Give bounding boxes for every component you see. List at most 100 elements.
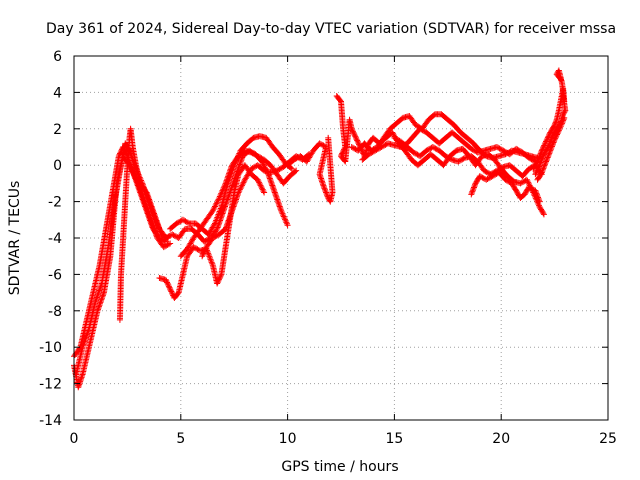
- data-point: [213, 227, 220, 234]
- series-track-13: [359, 125, 539, 165]
- data-point: [352, 133, 359, 140]
- data-point: [552, 134, 559, 141]
- data-point: [527, 184, 534, 191]
- data-point: [293, 155, 300, 162]
- data-point: [365, 151, 372, 158]
- data-point: [557, 124, 564, 131]
- data-point: [541, 162, 548, 169]
- data-point: [219, 187, 226, 194]
- data-point: [493, 144, 500, 150]
- data-point: [525, 184, 532, 191]
- data-point: [191, 244, 198, 251]
- data-point: [492, 171, 499, 178]
- data-point: [217, 272, 224, 279]
- data-point: [543, 157, 550, 164]
- data-point: [206, 254, 213, 261]
- data-point: [218, 189, 225, 196]
- data-point: [554, 130, 561, 137]
- data-point: [260, 188, 267, 195]
- data-point: [558, 121, 565, 128]
- data-point: [258, 185, 265, 192]
- data-point: [479, 174, 486, 181]
- data-point: [212, 233, 219, 240]
- data-point: [502, 176, 509, 183]
- data-point: [131, 173, 138, 180]
- data-point: [533, 168, 540, 175]
- data-point: [352, 134, 359, 141]
- data-point: [559, 118, 566, 125]
- data-point: [177, 218, 184, 225]
- data-point: [533, 190, 540, 197]
- data-point: [194, 246, 201, 253]
- data-point: [472, 148, 479, 155]
- data-point: [176, 218, 183, 225]
- data-point: [541, 161, 548, 168]
- data-point: [456, 157, 463, 164]
- data-point: [252, 151, 259, 158]
- data-point: [545, 151, 552, 158]
- data-point: [483, 169, 490, 176]
- data-point: [193, 245, 200, 252]
- data-point: [201, 248, 208, 254]
- data-point: [130, 170, 137, 177]
- data-point: [555, 127, 562, 134]
- data-point: [236, 188, 243, 195]
- data-point: [429, 144, 436, 150]
- data-point: [523, 176, 530, 183]
- data-point: [546, 150, 553, 157]
- data-point: [211, 203, 218, 210]
- data-point: [418, 126, 425, 133]
- data-point: [476, 173, 483, 180]
- data-point: [214, 214, 221, 221]
- data-point: [169, 291, 176, 298]
- data-point: [168, 289, 175, 296]
- data-point: [513, 145, 520, 152]
- data-point: [517, 180, 524, 187]
- data-point: [490, 172, 497, 179]
- series-track-16: [468, 169, 543, 205]
- axis-ticks: 0 5 10 15 20 25 -14 -12 -10 -8 -6 -4 -2 0 2 4 6: [39, 49, 617, 447]
- data-point: [210, 206, 217, 213]
- data-point: [420, 127, 427, 134]
- data-point: [499, 146, 506, 153]
- data-point: [259, 186, 266, 193]
- data-point: [215, 277, 222, 284]
- data-point: [518, 179, 525, 186]
- data-point: [496, 145, 503, 152]
- data-point: [323, 190, 330, 197]
- data-point: [351, 131, 358, 137]
- data-point: [214, 279, 221, 286]
- data-point: [431, 144, 438, 151]
- data-point: [179, 216, 186, 223]
- data-point: [502, 149, 509, 156]
- data-point: [164, 234, 171, 241]
- data-point: [478, 173, 485, 180]
- data-point: [548, 144, 555, 151]
- data-point: [367, 150, 374, 157]
- data-point: [381, 142, 388, 149]
- data-point: [167, 285, 174, 292]
- data-point: [423, 147, 430, 154]
- data-point: [181, 217, 188, 224]
- data-point: [540, 165, 547, 172]
- data-point: [459, 156, 466, 163]
- data-point: [487, 174, 494, 181]
- data-point: [217, 274, 224, 280]
- data-point: [458, 157, 465, 164]
- data-point: [128, 166, 135, 173]
- data-point: [167, 287, 174, 294]
- data-point: [208, 259, 215, 266]
- data-point: [534, 193, 541, 200]
- data-point: [548, 143, 555, 150]
- data-point: [469, 187, 476, 194]
- data-point: [217, 207, 224, 214]
- data-point: [284, 222, 291, 229]
- data-point: [471, 183, 478, 190]
- data-point: [419, 127, 426, 134]
- data-point: [212, 218, 219, 225]
- data-point: [174, 290, 181, 297]
- data-point: [215, 276, 222, 283]
- data-point: [540, 211, 547, 218]
- data-point: [535, 195, 542, 202]
